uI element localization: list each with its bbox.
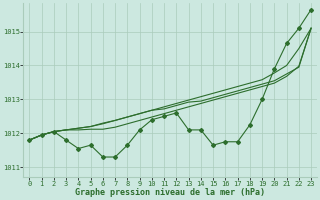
X-axis label: Graphe pression niveau de la mer (hPa): Graphe pression niveau de la mer (hPa)	[75, 188, 265, 197]
